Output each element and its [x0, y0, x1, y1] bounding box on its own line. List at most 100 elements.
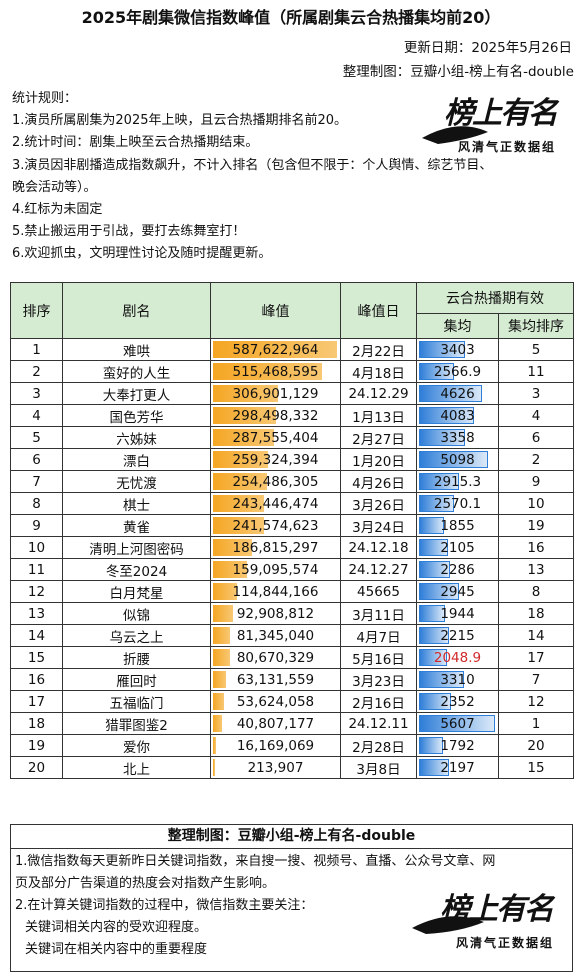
- cell-rank-text: 14: [27, 627, 46, 644]
- cell-rank: 20: [10, 756, 63, 779]
- cell-avg-rank: 10: [498, 492, 574, 515]
- avg-bar: [419, 759, 449, 776]
- cell-avg-text: 1944: [440, 605, 475, 622]
- cell-peak-text: 114,844,166: [232, 583, 319, 600]
- cell-name: 爱你: [62, 734, 211, 757]
- peak-bar: [213, 341, 337, 358]
- avg-bar: [419, 693, 451, 710]
- logo-subtext: 风清气正数据组: [456, 936, 555, 950]
- cell-avg-rank-text: 2: [531, 451, 541, 468]
- cell-rank: 12: [10, 580, 63, 603]
- peak-bar: [213, 759, 215, 776]
- cell-name-text: 乌云之上: [109, 629, 164, 646]
- avg-bar: [419, 737, 444, 754]
- table-row: 2 蛮好的人生 515,468,595 4月18日 2566.9 11: [10, 360, 574, 383]
- cell-peak-text: 92,908,812: [236, 605, 315, 622]
- peak-bar: [213, 737, 217, 754]
- rule-line: 5.禁止搬运用于引战，要打去练舞室打！: [12, 224, 246, 240]
- cell-date-text: 24.12.11: [348, 715, 409, 732]
- cell-avg: 3403: [416, 338, 499, 361]
- cell-peak: 16,169,069: [210, 734, 341, 757]
- cell-avg-text: 2197: [440, 759, 475, 776]
- cell-rank-text: 6: [32, 451, 41, 468]
- cell-peak: 80,670,329: [210, 646, 341, 669]
- header-avg: 集均: [416, 313, 499, 339]
- cell-rank: 3: [10, 382, 63, 405]
- rule-line: 统计规则：: [12, 91, 78, 106]
- cell-date-text: 1月13日: [352, 409, 405, 426]
- cell-date-text: 2月16日: [352, 695, 405, 712]
- cell-rank: 19: [10, 734, 63, 757]
- cell-date: 24.12.18: [340, 536, 417, 559]
- cell-avg-rank-text: 12: [527, 693, 545, 710]
- cell-peak-text: 53,624,058: [236, 693, 315, 710]
- cell-name: 棋士: [62, 492, 211, 515]
- table-body: 1 难哄 587,622,964 2月22日 3403 5 2 蛮好的人生 515,468,59…: [10, 338, 574, 779]
- logo-text: 榜上有名: [444, 96, 558, 131]
- cell-avg: 5098: [416, 448, 499, 471]
- cell-date-text: 3月26日: [352, 497, 405, 514]
- cell-name: 似锦: [62, 602, 211, 625]
- header-yunhe: 云合热播期有效: [416, 282, 574, 314]
- cell-peak-text: 587,622,964: [232, 341, 319, 358]
- cell-peak: 213,907: [210, 756, 341, 779]
- rule-line: 3.演员因非剧播造成指数飙升，不计入排名（包含但不限于：个人舆情、综艺节目、: [12, 157, 493, 173]
- avg-bar: [419, 671, 464, 688]
- cell-date: 3月24日: [340, 514, 417, 537]
- table-row: 7 无忧渡 254,486,305 4月26日 2915.3 9: [10, 470, 574, 493]
- cell-date: 3月8日: [340, 756, 417, 779]
- table-row: 1 难哄 587,622,964 2月22日 3403 5: [10, 338, 574, 361]
- cell-avg: 2105: [416, 536, 499, 559]
- cell-avg: 1855: [416, 514, 499, 537]
- cell-avg-rank-text: 13: [527, 561, 545, 578]
- peak-bar: [213, 385, 278, 402]
- cell-name: 漂白: [62, 448, 211, 471]
- cell-rank-text: 4: [32, 407, 41, 424]
- cell-avg: 1792: [416, 734, 499, 757]
- avg-bar: [419, 385, 482, 402]
- cell-date: 1月20日: [340, 448, 417, 471]
- cell-avg-text: 2286: [440, 561, 475, 578]
- cell-rank: 18: [10, 712, 63, 735]
- cell-avg-text: 2945: [440, 583, 475, 600]
- cell-name-text: 雁回时: [116, 673, 157, 690]
- peak-bar: [213, 363, 322, 380]
- cell-rank-text: 20: [27, 759, 46, 776]
- rules-block: 统计规则： 1.演员所属剧集为2025年上映，且云合热播期排名前20。 2.统计…: [12, 88, 493, 266]
- avg-bar: [419, 473, 459, 490]
- rule-line: 4.红标为未固定: [12, 202, 103, 218]
- cell-date-text: 3月8日: [356, 761, 401, 778]
- cell-name: 冬至2024: [62, 558, 211, 581]
- cell-avg-rank-text: 7: [531, 671, 541, 688]
- cell-date: 4月18日: [340, 360, 417, 383]
- table-row: 20 北上 213,907 3月8日 2197 15: [10, 756, 574, 779]
- cell-avg-text: 5607: [440, 715, 475, 732]
- cell-avg-rank-text: 14: [527, 627, 545, 644]
- table-row: 18 猎罪图鉴2 40,807,177 24.12.11 5607 1: [10, 712, 574, 735]
- cell-avg-rank-text: 3: [531, 385, 541, 402]
- cell-avg-text: 1792: [440, 737, 475, 754]
- cell-rank-text: 1: [32, 341, 41, 358]
- page-title: 2025年剧集微信指数峰值（所属剧集云合热播集均前20）: [81, 8, 501, 27]
- cell-peak-text: 63,131,559: [236, 671, 315, 688]
- cell-avg-rank-text: 9: [531, 473, 541, 490]
- logo-subtext: 风清气正数据组: [458, 140, 557, 154]
- avg-bar: [419, 341, 466, 358]
- cell-date-text: 2月28日: [352, 739, 405, 756]
- cell-name: 雁回时: [62, 668, 211, 691]
- cell-avg-text: 3358: [440, 429, 475, 446]
- cell-date: 3月26日: [340, 492, 417, 515]
- rule-line: 1.演员所属剧集为2025年上映，且云合热播期排名前20。: [12, 113, 348, 129]
- cell-avg: 2566.9: [416, 360, 499, 383]
- avg-bar: [419, 649, 447, 666]
- avg-bar: [419, 583, 459, 600]
- cell-date-text: 24.12.18: [348, 539, 409, 556]
- cell-avg: 2286: [416, 558, 499, 581]
- cell-peak: 63,131,559: [210, 668, 341, 691]
- cell-avg-text: 4083: [440, 407, 475, 424]
- cell-name: 白月梵星: [62, 580, 211, 603]
- cell-date: 2月22日: [340, 338, 417, 361]
- cell-avg-rank: 13: [498, 558, 574, 581]
- maker-credit: 整理制图：豆瓣小组-榜上有名-double: [342, 64, 574, 80]
- cell-name-text: 猎罪图鉴2: [105, 717, 168, 734]
